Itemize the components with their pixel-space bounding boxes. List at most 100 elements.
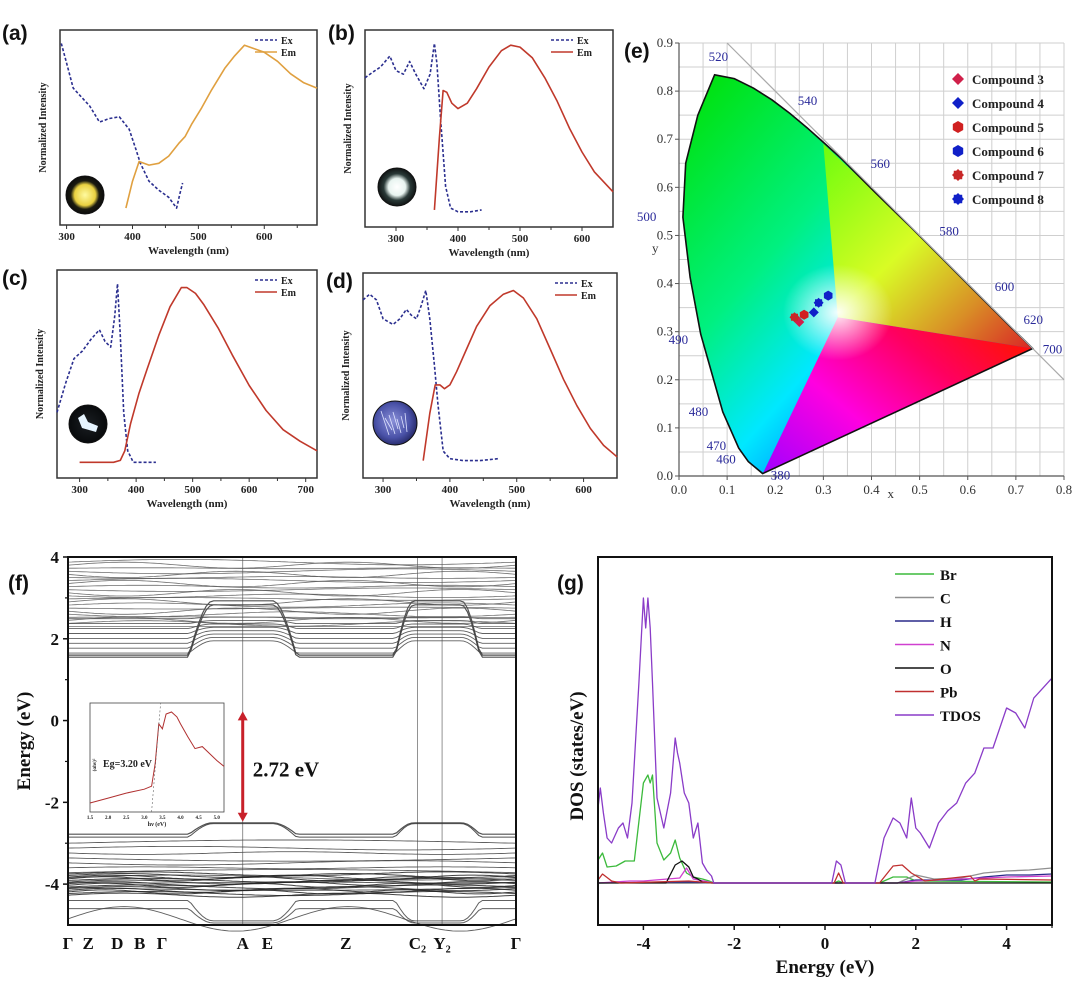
needle-crystal (384, 417, 393, 431)
wavelength-label: 600 (995, 279, 1015, 294)
band-line (67, 606, 516, 610)
band-line (67, 892, 517, 898)
band-line (68, 626, 516, 634)
k-point-label: Γ (63, 934, 74, 953)
cie-white-point-glow (782, 264, 893, 361)
band-line (67, 869, 517, 874)
x-tick-label: -4 (636, 934, 651, 953)
x-axis-label: Wavelength (nm) (450, 498, 531, 510)
inset-x-tick-label: 1.5 (87, 816, 94, 821)
plot-frame (597, 556, 1053, 926)
legend-label-h: H (940, 615, 952, 631)
wavelength-label: 380 (771, 468, 791, 483)
band-line (67, 887, 517, 893)
x-tick-label: 300 (71, 484, 88, 496)
x-tick-label: 2 (912, 934, 921, 953)
x-tick-label: 700 (297, 484, 314, 496)
panel-b-excitation-emission-spectra: (b) 300 400 500 600 Wavelength (nm) Normalized… (328, 22, 614, 259)
y-tick-label: 0.8 (657, 83, 673, 98)
x-tick-label: 0.8 (1056, 482, 1072, 497)
k-point-label: Γ (511, 934, 522, 953)
legend-label-o: O (940, 662, 952, 678)
x-tick-label: 0.4 (863, 482, 880, 497)
y-tick-label: 0.2 (657, 372, 673, 387)
legend-marker-compound-6 (952, 145, 964, 157)
legend-label-em: Em (581, 291, 597, 302)
inset-eg-annotation: Eg=3.20 eV (103, 759, 153, 770)
arrow-head-down (237, 812, 248, 822)
x-tick-label: 0.5 (912, 482, 928, 497)
x-tick-label: 0.3 (815, 482, 831, 497)
legend-label-compound-3: Compound 3 (972, 72, 1044, 87)
wavelength-label: 700 (1043, 342, 1063, 357)
legend-label-ex: Ex (281, 276, 293, 287)
y-axis-label: Normalized Intensity (35, 329, 46, 419)
legend-label-c: C (940, 592, 951, 608)
k-point-label: C₂ (409, 934, 426, 953)
y-tick-label: 4 (51, 548, 60, 567)
x-tick-label: 400 (442, 484, 459, 496)
x-tick-label: 0.2 (767, 482, 783, 497)
wavelength-label: 490 (669, 332, 689, 347)
panel-label: (e) (624, 40, 650, 63)
panel-label: (c) (2, 267, 28, 290)
dos-line-n (597, 867, 1053, 884)
band-line (67, 845, 517, 851)
legend-label-ex: Ex (281, 36, 293, 47)
band-line (67, 561, 517, 569)
x-tick-label: 500 (184, 484, 201, 496)
band-line (68, 823, 516, 838)
band-line (67, 584, 517, 589)
band-line (67, 874, 517, 880)
series-line-em (79, 286, 318, 464)
legend-label-ex: Ex (581, 279, 593, 290)
band-line (67, 839, 517, 844)
band-line (67, 607, 517, 615)
band-line (68, 640, 516, 654)
band-line (67, 874, 517, 881)
band-line (67, 559, 517, 566)
legend-label-br: Br (940, 568, 957, 584)
inset-x-tick-label: 2.0 (105, 816, 112, 821)
legend-label-em: Em (281, 48, 297, 59)
wavelength-label: 470 (707, 438, 727, 453)
band-line (68, 900, 516, 922)
x-tick-label: 0.7 (1008, 482, 1025, 497)
y-tick-label: -4 (45, 875, 60, 894)
panel-a-excitation-emission-spectra: (a) 300 400 500 600 Wavelength (nm) Normalized… (2, 22, 318, 257)
wavelength-label: 520 (709, 49, 729, 64)
series-line-ex (60, 43, 184, 209)
needle-crystal (396, 418, 402, 434)
x-tick-label: 4 (1002, 934, 1011, 953)
y-axis-label: Normalized Intensity (341, 330, 352, 420)
y-axis-label: Energy (eV) (14, 692, 35, 791)
wavelength-label: 560 (871, 156, 891, 171)
y-axis-label: Normalized Intensity (343, 83, 354, 173)
band-line (68, 822, 516, 835)
data-point-compound-4 (808, 307, 819, 318)
band-line (67, 860, 517, 866)
legend-marker-compound-4 (952, 97, 964, 109)
panel-label: (b) (328, 22, 355, 45)
band-line (67, 589, 517, 597)
y-tick-label: 0 (51, 712, 60, 731)
band-line (67, 568, 517, 575)
k-point-label: E (262, 934, 273, 953)
band-line (68, 600, 516, 656)
legend-marker-compound-3 (952, 73, 964, 85)
wavelength-label: 620 (1024, 312, 1043, 327)
guide-line (726, 42, 1065, 381)
y-axis-label: y (652, 240, 659, 255)
sample-photo-cyan-emission-crystal (377, 167, 417, 207)
y-tick-label: 0.0 (657, 468, 673, 483)
needle-crystal (400, 415, 405, 429)
panel-e-cie-chromaticity-diagram: (e) 0.0 0.1 0.2 0.3 0.4 0.5 0.6 0.7 0.8 0.0 0.1 0.2 0… (624, 35, 1072, 501)
sample-photo-blue-needle-crystals (372, 400, 418, 446)
needle-crystal (388, 414, 396, 435)
y-axis-label: Normalized Intensity (38, 82, 49, 172)
needle-crystal (404, 412, 408, 433)
legend-label-ex: Ex (577, 36, 589, 47)
x-tick-label: 600 (575, 484, 592, 496)
k-point-label: Z (82, 934, 93, 953)
